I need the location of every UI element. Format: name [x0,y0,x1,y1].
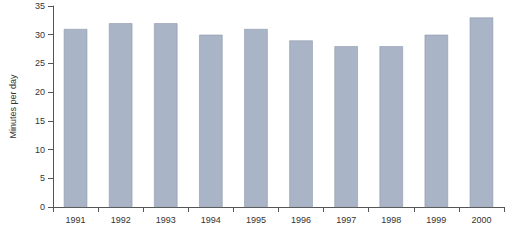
svg-text:5: 5 [40,173,45,183]
svg-text:15: 15 [35,116,45,126]
svg-text:1998: 1998 [381,215,401,225]
svg-text:35: 35 [35,1,45,11]
svg-text:Minutes per day: Minutes per day [8,74,18,139]
svg-text:20: 20 [35,87,45,97]
svg-text:1997: 1997 [336,215,356,225]
svg-text:1993: 1993 [156,215,176,225]
svg-text:30: 30 [35,30,45,40]
svg-text:1994: 1994 [201,215,221,225]
svg-text:25: 25 [35,58,45,68]
svg-text:0: 0 [40,202,45,212]
svg-text:10: 10 [35,145,45,155]
svg-text:1991: 1991 [66,215,86,225]
svg-text:2000: 2000 [471,215,491,225]
svg-text:1992: 1992 [111,215,131,225]
svg-text:1999: 1999 [426,215,446,225]
svg-text:1995: 1995 [246,215,266,225]
svg-text:1996: 1996 [291,215,311,225]
